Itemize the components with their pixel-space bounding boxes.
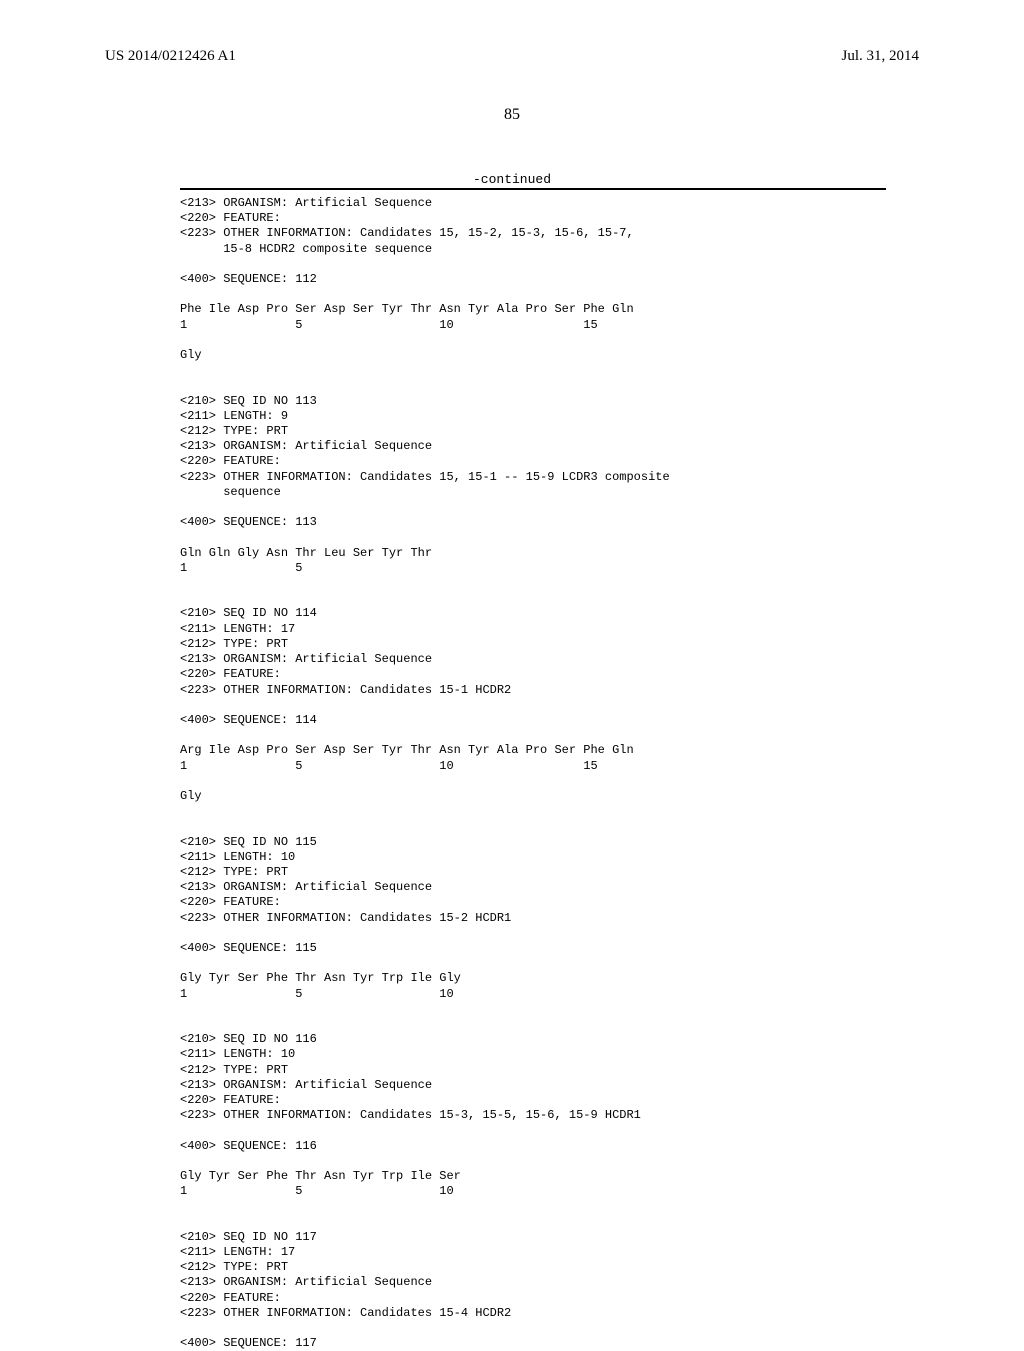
page-number: 85 [0, 106, 1024, 124]
continued-label: -continued [0, 172, 1024, 187]
horizontal-rule [180, 188, 886, 190]
sequence-listing: <213> ORGANISM: Artificial Sequence <220… [180, 196, 670, 1351]
publication-date: Jul. 31, 2014 [841, 48, 919, 65]
publication-number: US 2014/0212426 A1 [105, 48, 236, 65]
